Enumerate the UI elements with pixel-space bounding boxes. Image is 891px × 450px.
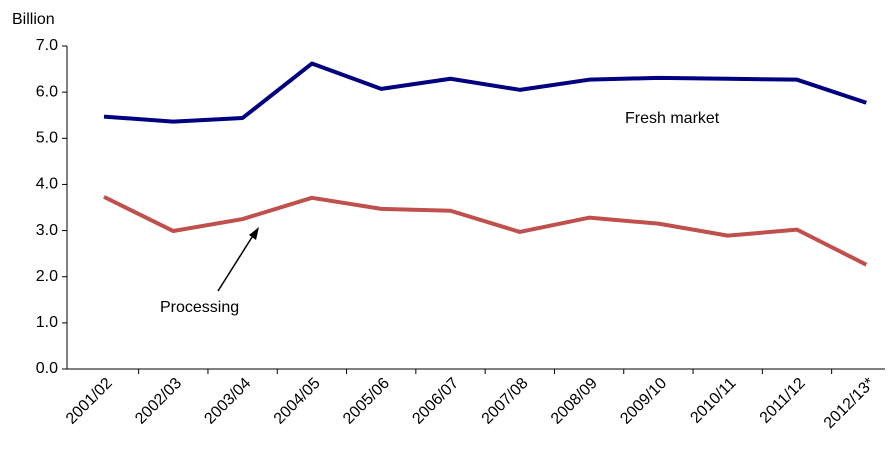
x-tick-label: 2004/05 [271,375,324,428]
y-tick-label: 5.0 [36,130,58,147]
annotation-arrowhead [249,227,259,240]
y-tick-label: 7.0 [36,37,58,54]
y-tick-label: 0.0 [36,360,58,377]
x-tick-label: 2002/03 [132,375,185,428]
series-annotation: Processing [160,299,239,316]
y-tick-label: 2.0 [36,268,58,285]
y-tick-label: 6.0 [36,83,58,100]
x-tick-label: 2005/06 [340,375,393,428]
x-tick-label: 2003/04 [201,375,254,428]
series-line [103,61,867,124]
x-tick-label: 2012/13* [821,375,878,432]
y-tick-label: 4.0 [36,176,58,193]
y-axis-label: Billion [12,11,55,28]
x-tick-label: 2007/08 [479,375,532,428]
y-tick-label: 3.0 [36,222,58,239]
series-line [103,195,868,267]
x-tick-label: 2008/09 [548,375,601,428]
x-tick-label: 2009/10 [617,375,670,428]
x-tick-label: 2010/11 [687,375,739,427]
series-annotation: Fresh market [625,110,720,127]
y-tick-label: 1.0 [36,314,58,331]
x-tick-label: 2006/07 [409,375,462,428]
x-tick-label: 2001/02 [63,375,116,428]
x-tick-label: 2011/12 [757,375,809,427]
annotation-arrow [217,233,255,292]
